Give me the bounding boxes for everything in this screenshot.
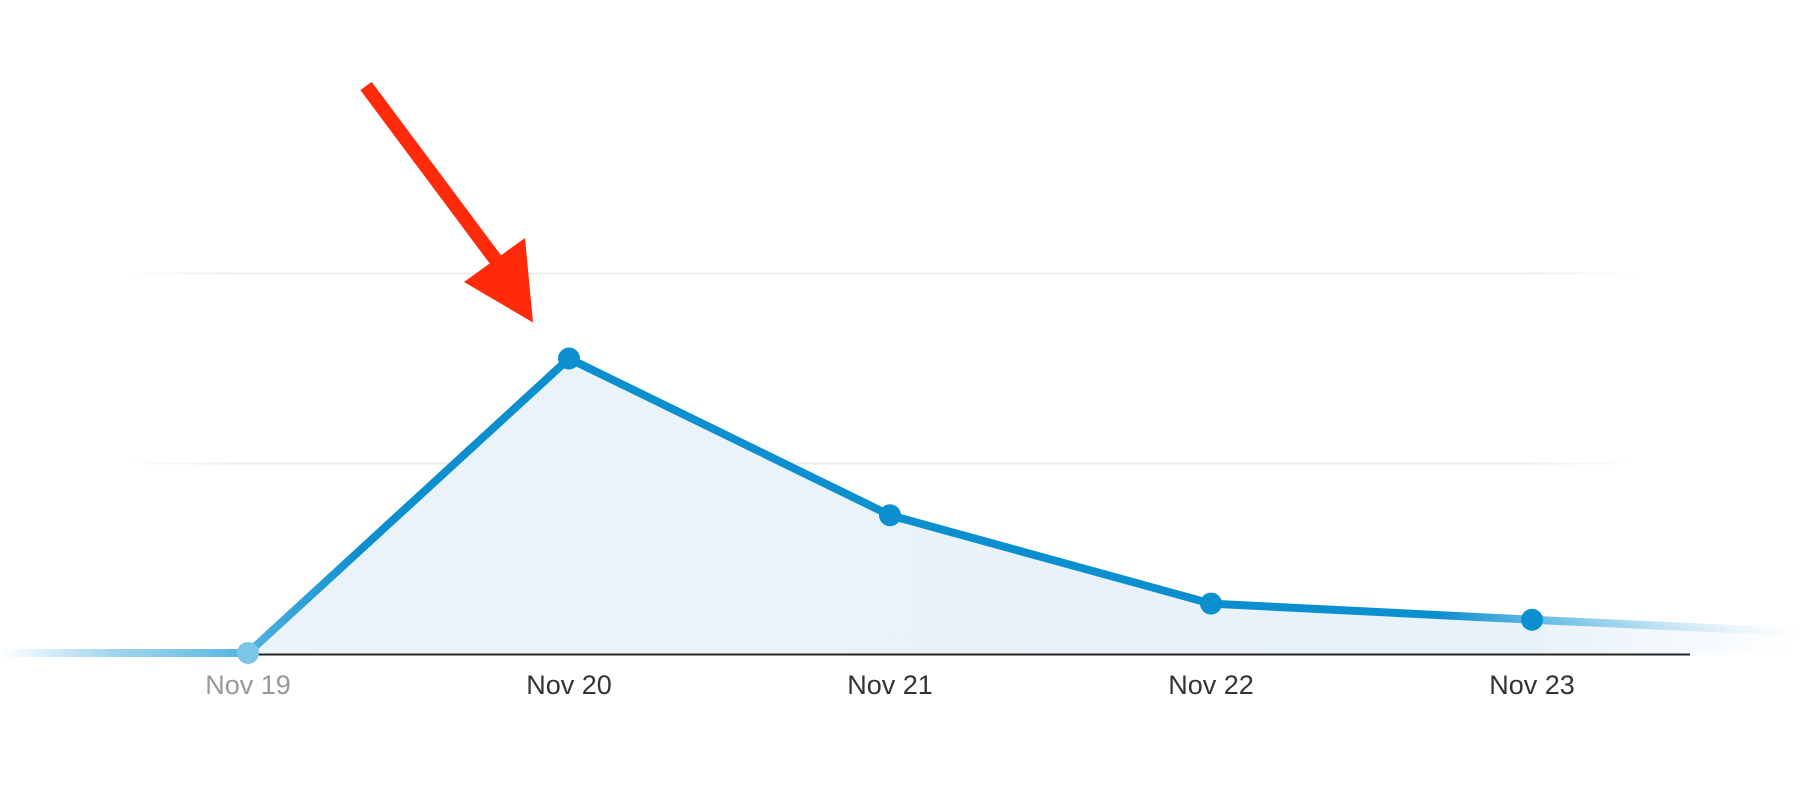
data-point bbox=[879, 504, 901, 527]
x-tick-label: Nov 22 bbox=[1168, 670, 1254, 700]
red-arrow-icon bbox=[360, 81, 533, 323]
arrow-shaft bbox=[360, 81, 513, 280]
x-axis-tick-labels: Nov 19 Nov 20 Nov 21 Nov 22 Nov 23 bbox=[205, 670, 1575, 700]
data-point bbox=[558, 347, 580, 370]
x-tick-label: Nov 21 bbox=[847, 670, 933, 700]
data-points bbox=[237, 347, 1543, 664]
gridlines bbox=[120, 272, 1640, 465]
x-tick-label: Nov 19 bbox=[205, 670, 291, 700]
data-point bbox=[237, 642, 259, 664]
data-point bbox=[1521, 608, 1543, 631]
data-point bbox=[1200, 592, 1222, 615]
x-tick-label: Nov 20 bbox=[526, 670, 612, 700]
series-area bbox=[248, 358, 1800, 653]
x-tick-label: Nov 23 bbox=[1489, 670, 1575, 700]
arrow-head bbox=[464, 238, 533, 323]
